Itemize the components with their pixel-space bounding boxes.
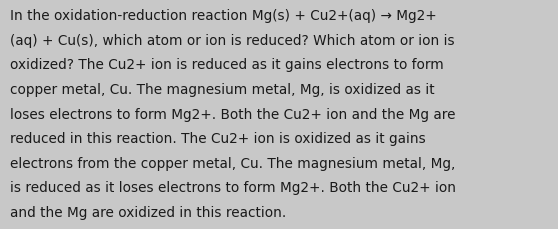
Text: is reduced as it loses electrons to form Mg2+. Both the Cu2+ ion: is reduced as it loses electrons to form… xyxy=(10,181,456,195)
Text: In the oxidation-reduction reaction Mg(s) + Cu2+(aq) → Mg2+: In the oxidation-reduction reaction Mg(s… xyxy=(10,9,437,23)
Text: electrons from the copper metal, Cu. The magnesium metal, Mg,: electrons from the copper metal, Cu. The… xyxy=(10,156,455,170)
Text: loses electrons to form Mg2+. Both the Cu2+ ion and the Mg are: loses electrons to form Mg2+. Both the C… xyxy=(10,107,455,121)
Text: and the Mg are oxidized in this reaction.: and the Mg are oxidized in this reaction… xyxy=(10,205,286,219)
Text: reduced in this reaction. The Cu2+ ion is oxidized as it gains: reduced in this reaction. The Cu2+ ion i… xyxy=(10,132,426,146)
Text: copper metal, Cu. The magnesium metal, Mg, is oxidized as it: copper metal, Cu. The magnesium metal, M… xyxy=(10,83,435,97)
Text: (aq) + Cu(s), which atom or ion is reduced? Which atom or ion is: (aq) + Cu(s), which atom or ion is reduc… xyxy=(10,34,455,48)
Text: oxidized? The Cu2+ ion is reduced as it gains electrons to form: oxidized? The Cu2+ ion is reduced as it … xyxy=(10,58,444,72)
